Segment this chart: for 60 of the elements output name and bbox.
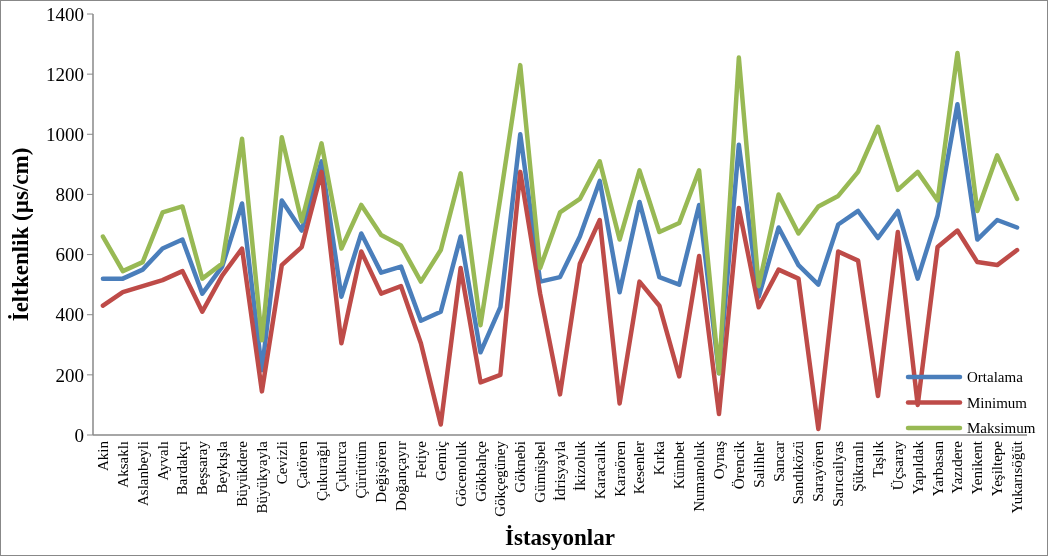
x-tick-label: Bardakçı [174, 441, 191, 496]
x-tick-label: Çukurağıl [313, 441, 330, 501]
x-tick-label: Üçsaray [889, 440, 906, 491]
y-tick-label: 1000 [46, 123, 84, 145]
x-tick-label: Değişören [373, 440, 390, 503]
x-tick-label: Beykışla [214, 440, 231, 494]
x-tick-label: Yapıldak [909, 440, 926, 495]
y-tick-label: 600 [55, 244, 84, 266]
x-tick-label: Gümüşbel [532, 441, 549, 503]
x-tick-label: Oynaş [710, 440, 727, 480]
x-axis-title: İstasyonlar [505, 525, 615, 550]
x-tick-label: Karaören [611, 440, 628, 497]
x-tick-label: Yenikent [969, 440, 986, 495]
x-tick-label: İdrisyayla [552, 440, 568, 501]
x-tick-label: Gökbahçe [472, 440, 489, 502]
y-tick-label: 800 [55, 184, 84, 206]
legend-label: Maksimum [967, 420, 1036, 437]
y-tick-label: 1200 [46, 63, 84, 85]
x-tick-label: Çukurca [333, 440, 350, 492]
x-tick-label: Yukarısöğüt [1009, 440, 1026, 514]
x-tick-label: Gökçegüney [492, 440, 509, 517]
x-tick-label: Salihler [750, 441, 767, 488]
y-axis-title: İeltkenlik (µs/cm) [8, 147, 33, 322]
x-tick-label: Gemiç [432, 440, 449, 481]
x-tick-label: Göcenoluk [452, 440, 469, 507]
x-tick-label: İkizoluk [571, 440, 588, 491]
x-tick-label: Kırka [651, 440, 668, 476]
x-tick-label: Karacalık [591, 440, 608, 500]
legend-label: Ortalama [967, 369, 1024, 386]
x-tick-label: Beşsaray [194, 440, 211, 496]
x-tick-label: Sandıközü [790, 440, 807, 505]
x-tick-label: Örencik [730, 440, 747, 490]
x-tick-label: Taşlık [869, 440, 886, 478]
x-tick-label: Göknebi [512, 441, 529, 493]
x-tick-label: Sarıcailyas [830, 440, 847, 507]
x-tick-label: Numanoluk [691, 440, 708, 512]
x-tick-label: Büyükyayla [253, 440, 270, 514]
x-tick-label: Çatören [293, 440, 310, 489]
x-tick-label: Yeşiltepe [989, 440, 1006, 497]
x-tick-label: Çürüttüm [353, 440, 370, 499]
x-tick-label: Fetiye [412, 440, 429, 479]
x-tick-label: Sarayören [810, 440, 827, 502]
x-tick-label: Büyükdere [234, 440, 251, 507]
x-tick-label: Cevizli [273, 441, 290, 485]
x-tick-label: Doğançayır [393, 441, 410, 511]
x-tick-label: Yarbasan [929, 440, 946, 497]
x-tick-label: Ayvalı [154, 441, 171, 481]
x-tick-label: Aslanbeyli [134, 441, 151, 506]
y-tick-label: 200 [55, 364, 84, 386]
y-tick-label: 0 [74, 424, 84, 446]
y-tick-label: 1400 [46, 3, 84, 25]
x-tick-label: Yazıdere [949, 440, 966, 494]
x-tick-label: Kesenler [631, 441, 648, 495]
legend-label: Minimum [967, 394, 1028, 411]
y-tick-label: 400 [55, 304, 84, 326]
x-tick-label: Kümbet [671, 440, 688, 490]
x-tick-label: Sancar [770, 441, 787, 482]
x-tick-label: Aksaklı [114, 441, 131, 488]
x-tick-label: Akin [94, 440, 111, 471]
x-tick-label: Şükranlı [850, 441, 867, 492]
